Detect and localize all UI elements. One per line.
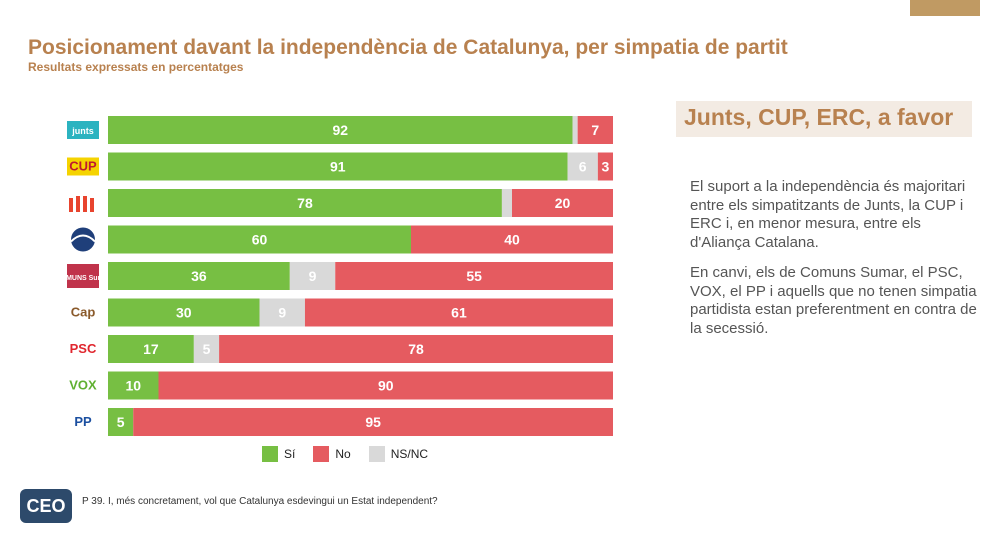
bar-no-junts [577,116,613,144]
erc-logo-bar [69,198,73,212]
bar-label-nsnc-comuns-sumar: 9 [309,268,317,284]
legend-label-no: No [335,447,351,461]
bar-si-cup [108,152,568,181]
legend-label-nsnc: NS/NC [390,447,429,461]
bar-nsnc-cup [567,152,598,181]
bar-si-psc [108,335,194,363]
chart-subtitle: Resultats expressats en percentatges [28,60,244,74]
bar-nsnc-junts [572,116,578,144]
summary-paragraph-2: En canvi, els de Comuns Sumar, el PSC, V… [690,264,977,337]
party-logo-comuns-sumar: COMUNS Sumar [56,264,111,288]
bar-si-alian-a-catalana [108,225,411,254]
bar-label-no-erc: 20 [555,195,571,211]
legend-swatch-no [313,446,330,462]
bar-nsnc-comuns-sumar [289,262,336,290]
survey-question: P 39. I, més concretament, vol que Catal… [82,496,438,507]
bar-label-no-psc: 78 [408,341,424,357]
party-logo-label-cap: Cap [71,305,96,320]
bar-label-nsnc-cap: 9 [278,305,286,321]
bar-no-erc [512,189,613,217]
party-logo-cap: Cap [71,305,96,320]
bar-label-nsnc-cup: 6 [579,159,587,175]
legend-swatch-si [262,446,278,462]
highlight-heading: Junts, CUP, ERC, a favor [676,101,972,137]
party-logo-label-pp: PP [74,414,92,429]
party-logo-junts: junts [67,121,99,139]
bar-no-vox [158,371,613,400]
bar-label-no-junts: 7 [591,122,599,138]
bar-si-erc [108,189,502,217]
legend-label-si: Sí [284,447,296,461]
chart-title: Posicionament davant la independència de… [28,36,788,59]
legend-item-nsnc: NS/NC [368,446,429,462]
party-logo-cup: CUP [67,157,99,176]
bar-si-junts [108,116,573,144]
bar-label-no-alian-a-catalana: 40 [504,232,520,248]
party-logo-pp: PP [74,414,92,429]
party-logo-label-cup: CUP [69,159,97,174]
alianca-logo-mark [71,227,95,252]
bar-label-si-cup: 91 [330,159,346,175]
party-logo-psc: PSC [70,341,97,356]
party-logo-label-comuns-sumar: COMUNS Sumar [56,275,111,282]
bar-label-no-cap: 61 [451,305,467,321]
legend-item-si: Sí [262,446,295,462]
bar-nsnc-psc [193,335,220,363]
bar-label-si-erc: 78 [297,195,313,211]
corner-decoration [910,0,980,16]
ceo-logo: CEO [20,489,72,523]
bar-label-no-vox: 90 [378,378,394,394]
bar-label-no-pp: 95 [365,414,381,430]
bar-label-si-junts: 92 [333,122,349,138]
bar-label-si-cap: 30 [176,305,192,321]
bar-nsnc-erc [501,189,512,217]
bar-label-no-comuns-sumar: 55 [466,268,482,284]
bar-no-pp [133,408,613,436]
comuns-logo-bg [67,264,99,288]
bar-si-cap [108,298,260,327]
party-logo-label-vox: VOX [69,378,97,393]
legend-item-no: No [313,446,351,462]
bar-label-si-psc: 17 [143,341,159,357]
erc-logo-bar [83,196,87,212]
erc-logo-bar [76,196,80,212]
bar-no-comuns-sumar [335,262,613,290]
party-logo-vox: VOX [69,378,97,393]
bar-no-alian-a-catalana [411,225,613,254]
bar-no-cap [304,298,613,327]
party-logo-erc [69,196,94,212]
bar-label-si-comuns-sumar: 36 [191,268,207,284]
erc-logo-bar [90,198,94,212]
bar-si-comuns-sumar [108,262,290,290]
legend-swatch-nsnc [368,446,385,462]
bar-label-no-cup: 3 [602,159,610,175]
chart-legend: Sí No NS/NC [262,446,428,462]
party-logo-alian-a-catalana [70,227,96,252]
party-logo-label-junts: junts [71,126,94,136]
bar-label-nsnc-psc: 5 [203,341,211,357]
bar-si-pp [108,408,134,436]
junts-logo-bg [67,121,99,139]
bar-label-si-pp: 5 [117,414,125,430]
bar-nsnc-cap [259,298,305,327]
bar-label-si-vox: 10 [125,378,141,394]
bar-no-psc [219,335,613,363]
bar-si-vox [108,371,159,400]
summary-paragraph-1: El suport a la independència és majorita… [690,178,966,251]
bar-label-si-alian-a-catalana: 60 [252,232,268,248]
bar-no-cup [597,152,613,181]
alianca-logo-stroke [70,234,96,243]
party-logo-label-psc: PSC [70,341,97,356]
cup-logo-bg [67,157,99,176]
